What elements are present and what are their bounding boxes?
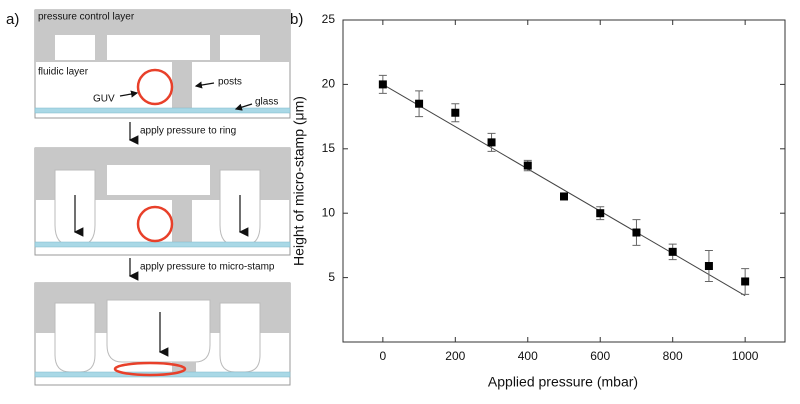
chart: b) Applied pressure (mbar) Height of mic… — [290, 11, 786, 390]
label: glass — [255, 97, 278, 108]
y-axis-label: Height of micro-stamp (μm) — [291, 96, 307, 266]
chamber — [220, 35, 260, 60]
guv — [136, 68, 174, 106]
label: GUV — [93, 94, 115, 105]
y-tick-label: 25 — [322, 12, 336, 26]
fit-line — [382, 83, 746, 297]
point — [560, 192, 568, 201]
chamber — [107, 35, 210, 60]
y-tick-label: 20 — [322, 77, 336, 91]
point — [487, 138, 496, 147]
point — [523, 161, 532, 170]
panel-label: b) — [290, 11, 303, 28]
x-tick-label: 800 — [663, 349, 683, 363]
y-tick-label: 15 — [322, 141, 336, 155]
label: posts — [218, 77, 242, 88]
point — [415, 99, 424, 108]
stamp — [106, 299, 211, 363]
label: apply pressure to ring — [140, 126, 236, 137]
post — [172, 200, 192, 242]
x-tick-label: 600 — [590, 349, 610, 363]
x-tick-label: 400 — [518, 349, 538, 363]
label: fluidic layer — [38, 67, 89, 78]
chamber — [107, 165, 210, 195]
glass — [34, 241, 291, 248]
label: apply pressure to micro-stamp — [140, 262, 275, 273]
x-tick-label: 0 — [380, 349, 387, 363]
plot-frame — [342, 19, 786, 343]
chamber — [55, 35, 95, 60]
x-axis-label: Applied pressure (mbar) — [488, 374, 638, 390]
panel-label: a) — [6, 11, 19, 28]
point — [378, 80, 387, 89]
point — [704, 262, 713, 271]
point — [632, 228, 641, 237]
x-tick-label: 200 — [445, 349, 465, 363]
post — [172, 62, 192, 108]
point — [741, 277, 750, 286]
point — [668, 247, 677, 256]
y-tick-label: 5 — [328, 270, 335, 284]
point — [451, 108, 460, 117]
chamber — [54, 302, 96, 373]
x-tick-label: 1000 — [732, 349, 759, 363]
y-tick-label: 10 — [322, 205, 336, 219]
label: pressure control layer — [38, 12, 135, 23]
glass — [34, 107, 291, 114]
point — [596, 209, 605, 218]
guv — [136, 205, 174, 243]
chamber — [219, 302, 261, 373]
diagram: a) pressure control layer fluidic layer … — [6, 9, 291, 386]
guv — [113, 361, 187, 377]
